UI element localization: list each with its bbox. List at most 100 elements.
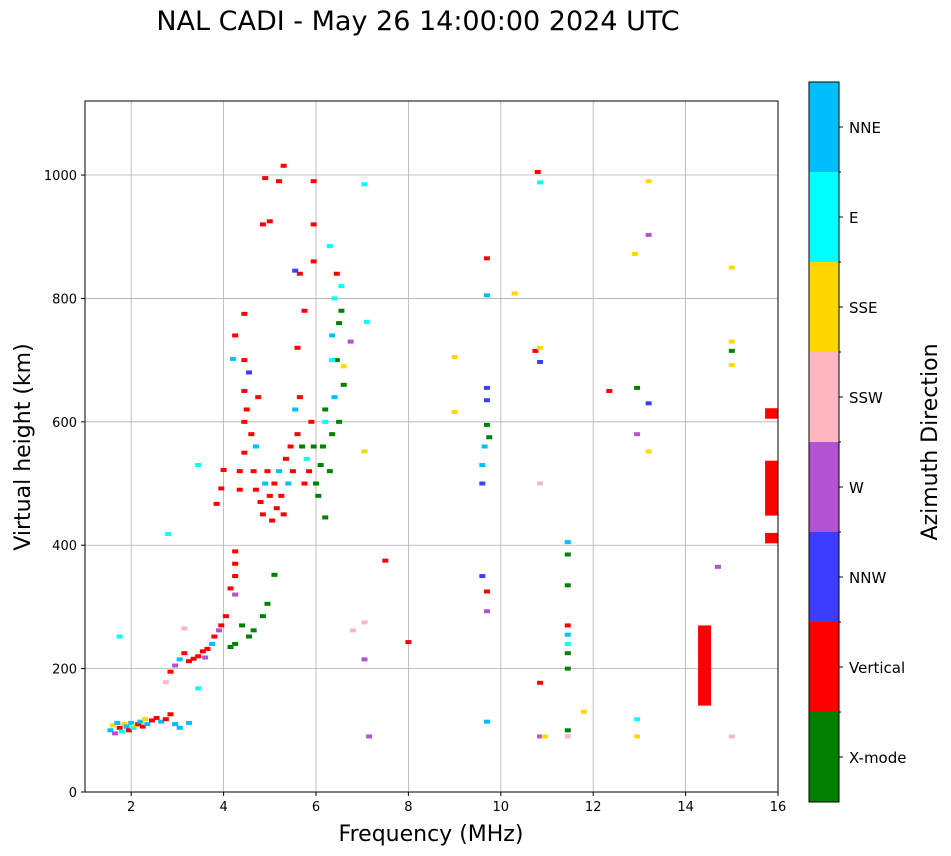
data-point-vertical — [280, 512, 287, 517]
data-point-nnw — [479, 574, 486, 579]
data-point-vertical — [243, 407, 250, 412]
data-point-x-mode — [239, 623, 246, 628]
data-point-e — [165, 532, 172, 537]
data-point-vertical — [483, 256, 490, 261]
data-point-vertical — [220, 467, 227, 472]
data-point-vertical — [211, 634, 218, 639]
data-point-e — [331, 296, 338, 301]
x-tick-label: 2 — [127, 800, 135, 815]
data-point-sse — [511, 291, 518, 296]
colorbar-swatch-vertical — [809, 622, 839, 712]
data-point-vertical — [139, 724, 146, 729]
data-point-ssw — [349, 628, 356, 633]
data-point-x-mode — [634, 385, 641, 390]
colorbar-tick-label: W — [849, 479, 864, 497]
data-point-sse — [728, 265, 735, 270]
data-point-e — [195, 463, 202, 468]
data-point-nne — [123, 724, 130, 729]
data-point-e — [326, 243, 333, 248]
y-tick-label: 400 — [52, 539, 77, 554]
data-point-sse — [541, 734, 548, 739]
data-point-vertical — [232, 574, 239, 579]
chart-title: NAL CADI - May 26 14:00:00 2024 UTC — [156, 6, 680, 37]
data-point-sse — [631, 252, 638, 257]
data-point-x-mode — [336, 419, 343, 424]
data-point-vertical — [280, 163, 287, 168]
data-point-sse — [121, 722, 128, 727]
data-point-w — [202, 655, 209, 660]
data-point-sse — [451, 409, 458, 414]
data-point-sse — [451, 355, 458, 360]
data-point-vertical — [296, 271, 303, 276]
data-point-x-mode — [250, 628, 257, 633]
data-point-vertical — [259, 222, 266, 227]
data-point-e — [322, 419, 329, 424]
data-bar-vertical — [698, 625, 712, 706]
data-point-x-mode — [299, 444, 306, 449]
data-point-vertical — [236, 469, 243, 474]
data-point-vertical — [266, 219, 273, 224]
data-point-w — [483, 609, 490, 614]
data-point-x-mode — [564, 651, 571, 656]
y-axis-label: Virtual height (km) — [11, 343, 36, 550]
data-point-sse — [109, 723, 116, 728]
data-point-nne — [137, 719, 144, 724]
data-point-sse — [580, 709, 587, 714]
data-point-e — [363, 319, 370, 324]
data-point-vertical — [564, 623, 571, 628]
data-point-vertical — [606, 388, 613, 393]
data-point-x-mode — [326, 469, 333, 474]
data-point-nne — [331, 395, 338, 400]
data-point-vertical — [282, 456, 289, 461]
data-point-vertical — [306, 469, 313, 474]
data-point-vertical — [271, 481, 278, 486]
data-point-vertical — [294, 432, 301, 437]
data-point-vertical — [273, 506, 280, 511]
x-tick-label: 10 — [493, 800, 510, 815]
data-point-ssw — [537, 481, 544, 486]
data-point-nnw — [483, 398, 490, 403]
data-point-x-mode — [313, 481, 319, 486]
data-point-nne — [176, 725, 183, 730]
data-point-x-mode — [259, 614, 266, 619]
data-point-ssw — [162, 680, 169, 685]
colorbar-tick-label: NNW — [849, 569, 886, 587]
data-point-x-mode — [340, 382, 347, 387]
data-point-nne — [479, 463, 486, 468]
data-point-e — [116, 634, 123, 639]
data-point-vertical — [135, 722, 142, 727]
data-point-x-mode — [271, 572, 278, 577]
data-point-e — [361, 182, 368, 187]
data-point-nne — [107, 728, 114, 733]
data-point-x-mode — [317, 463, 324, 468]
colorbar-tick-label: NNE — [849, 119, 881, 137]
data-point-vertical — [310, 179, 317, 184]
data-point-sse — [361, 449, 368, 454]
data-point-x-mode — [227, 645, 234, 650]
data-point-vertical — [195, 654, 202, 659]
data-point-e — [634, 717, 641, 722]
data-point-vertical — [153, 715, 160, 720]
data-point-e — [195, 686, 202, 691]
data-point-x-mode — [564, 583, 571, 588]
data-point-w — [634, 432, 641, 437]
data-point-vertical — [310, 222, 317, 227]
data-point-vertical — [185, 659, 192, 664]
x-tick-label: 6 — [312, 800, 320, 815]
x-tick-label: 14 — [677, 800, 694, 815]
data-point-w — [215, 628, 222, 633]
y-tick-label: 1000 — [44, 169, 77, 184]
data-point-x-mode — [333, 358, 340, 363]
data-point-nnw — [246, 370, 253, 375]
colorbar-label: Azimuth Direction — [918, 343, 943, 540]
data-point-vertical — [236, 487, 243, 492]
data-point-nnw — [645, 401, 652, 406]
data-point-sse — [645, 179, 652, 184]
data-point-ssw — [361, 620, 368, 625]
data-point-nne — [114, 720, 121, 725]
data-point-vertical — [167, 712, 174, 717]
data-point-nne — [483, 293, 490, 298]
data-point-x-mode — [246, 634, 253, 639]
data-point-vertical — [264, 469, 271, 474]
